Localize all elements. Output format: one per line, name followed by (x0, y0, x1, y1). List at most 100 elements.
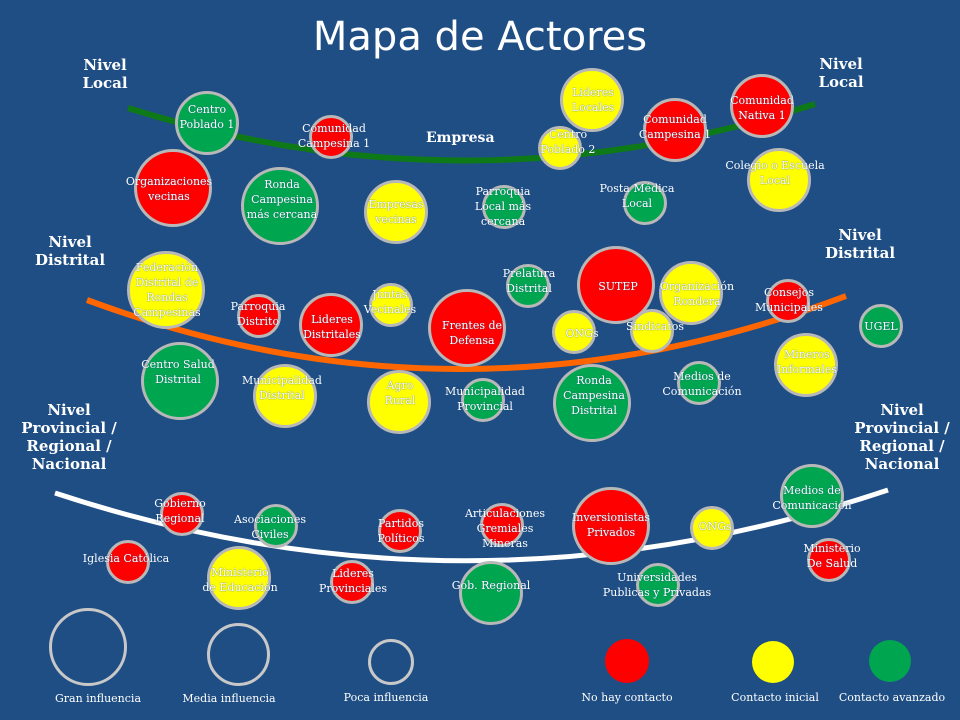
actor-label: Ministerio De Salud (803, 542, 861, 570)
actor-node (766, 279, 810, 323)
actor-label: Lideres Provinciales (318, 567, 387, 595)
legend-advanced-label: Contacto avanzado (838, 691, 946, 704)
actor-node (106, 540, 150, 584)
actor-label: Comunidad Nativa 1 (730, 94, 794, 122)
actor-label: Sindicatos (625, 319, 685, 333)
actor-label: Empresas vecinas (368, 198, 424, 226)
actor-node (747, 148, 811, 212)
legend-media-circle (207, 623, 270, 686)
actor-label: Articulaciones Gremiales Mineras (464, 506, 545, 550)
level-provincial-left: Nivel Provincial / Regional / Nacional (21, 401, 117, 473)
actor-label: Centro Poblado 1 (179, 103, 235, 131)
actor-label: Gobierno Regional (154, 497, 206, 525)
actor-label: Consejos Municipales (755, 286, 823, 314)
actor-node (506, 264, 550, 308)
actor-node (253, 364, 317, 428)
actor-node (141, 342, 219, 420)
actor-label: Federación Distrital de Rondas Campesina… (133, 261, 201, 319)
actor-label: ONGs (698, 519, 732, 533)
distrital-arc (85, 293, 848, 372)
actor-label: UGEL (864, 319, 898, 333)
level-local-right: Nivel Local (818, 55, 864, 91)
actor-node (364, 180, 428, 244)
actor-node (690, 506, 734, 550)
actor-label: Ministerio de Educación (202, 566, 278, 594)
empresa-label: Empresa (426, 130, 495, 146)
actor-label: Municipalidad Distrital (242, 374, 322, 402)
actor-label: Ronda Campesina más cercana (246, 177, 318, 221)
actor-label: Iglesia Católica (82, 551, 170, 565)
actor-node (677, 361, 721, 405)
actor-node (807, 538, 851, 582)
actor-node (553, 364, 631, 442)
actor-node (482, 185, 526, 229)
actor-node (560, 68, 624, 132)
actor-node (859, 304, 903, 348)
actor-node (730, 74, 794, 138)
actor-node (237, 294, 281, 338)
actor-node (572, 487, 650, 565)
actor-node (369, 283, 413, 327)
actor-label: ONGs (565, 326, 599, 340)
legend-initial-dot (752, 641, 794, 683)
actor-label: Prelatura Distrital (502, 267, 556, 295)
actor-node (127, 251, 205, 329)
actor-label: Asociaciones Civiles (234, 513, 306, 541)
actor-label: Juntas Vecinales (363, 288, 417, 316)
map-title: Mapa de Actores (312, 14, 648, 60)
actor-node (538, 126, 582, 170)
actor-label: Medios de Comunicación (662, 370, 742, 398)
legend-gran-label: Gran influencia (54, 692, 142, 705)
legend-initial-label: Contacto inicial (731, 691, 819, 704)
actor-label: Medios de Comunicación (772, 484, 852, 512)
actor-label: Parroquia Local más cercana (474, 184, 532, 228)
actor-node (643, 98, 707, 162)
actor-label: Ronda Campesina Distrital (563, 373, 625, 417)
legend-poca-label: Poca influencia (343, 691, 429, 704)
actor-node (659, 261, 723, 325)
actor-label: Municipalidad Provincial (445, 385, 525, 413)
actor-node (480, 503, 524, 547)
actor-label: Mineros Informales (776, 348, 838, 376)
legend-advanced-dot (869, 640, 911, 682)
actor-node (207, 546, 271, 610)
level-provincial-right: Nivel Provincial / Regional / Nacional (854, 401, 950, 473)
actor-label: Lideres Distritales (303, 313, 361, 341)
actor-node (378, 509, 422, 553)
actor-label: Colegio o Escuela Local (725, 159, 825, 187)
actor-node (623, 181, 667, 225)
actor-label: Organización Rondera (659, 280, 735, 308)
actor-node (299, 293, 363, 357)
actor-label: Gob. Regional (451, 578, 531, 592)
actor-node (630, 309, 674, 353)
actor-label: Universidades Publicas y Privadas (602, 571, 712, 599)
legend-media-label: Media influencia (182, 692, 276, 705)
actor-label: Partidos Políticos (377, 517, 425, 545)
actor-node (780, 464, 844, 528)
actor-node (254, 504, 298, 548)
actor-label: Posta Médica Local (599, 182, 675, 210)
actor-node (309, 115, 353, 159)
actor-node (367, 370, 431, 434)
actor-label: Lideres Locales (571, 86, 615, 114)
actor-node (459, 561, 523, 625)
actor-node (636, 563, 680, 607)
actor-node (774, 333, 838, 397)
actor-label: Centro Salud Distrital (141, 358, 215, 386)
actor-label: Agro Rural (384, 379, 416, 407)
legend-no-contact-label: No hay contacto (581, 691, 673, 704)
actor-node (241, 167, 319, 245)
actor-label: SUTEP (598, 279, 638, 293)
level-local-left: Nivel Local (82, 56, 128, 92)
actor-node (330, 560, 374, 604)
actor-label: Centro Poblado 2 (540, 128, 596, 156)
actor-label: Parroquia Distrito (230, 300, 286, 328)
actor-node (134, 149, 212, 227)
actor-node (552, 310, 596, 354)
actor-label: Organizaciones vecinas (125, 175, 213, 203)
legend-poca-circle (368, 639, 414, 685)
actor-label: Comunidad Campesina 1 (638, 113, 712, 141)
actor-label: Frentes de Defensa (441, 319, 503, 347)
level-distrital-right: Nivel Distrital (824, 226, 896, 262)
actor-node (428, 289, 506, 367)
